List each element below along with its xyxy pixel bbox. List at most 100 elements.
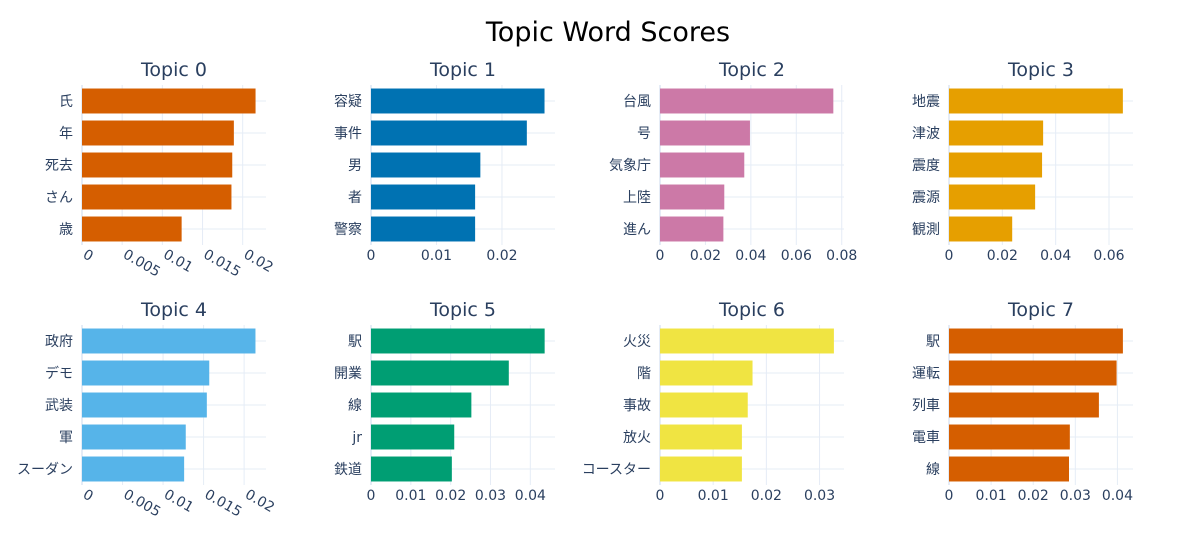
bar: [949, 120, 1044, 146]
category-label: 電車: [912, 429, 940, 446]
bar: [371, 120, 527, 146]
bar: [660, 328, 834, 354]
bar: [82, 88, 256, 114]
bar: [660, 424, 742, 450]
category-label: 年: [59, 126, 73, 142]
bar: [82, 120, 234, 146]
category-label: 震源: [912, 190, 940, 206]
category-label: スーダン: [17, 462, 73, 478]
x-tick-label: 0: [80, 487, 96, 505]
category-label: 号: [637, 126, 651, 142]
bar: [82, 184, 232, 210]
category-label: 気象庁: [609, 158, 651, 174]
subplot-title: Topic 6: [718, 299, 785, 321]
category-label: さん: [45, 190, 73, 206]
figure-title: Topic Word Scores: [485, 17, 730, 48]
category-label: 駅: [926, 334, 940, 350]
bar: [949, 88, 1123, 114]
category-label: 津波: [912, 126, 940, 142]
category-label: 容疑: [334, 93, 362, 110]
x-tick-label: 0.01: [160, 247, 195, 276]
category-label: 鉄道: [334, 462, 362, 478]
bar: [660, 392, 748, 418]
bar: [371, 424, 455, 450]
category-label: 地震: [912, 94, 940, 110]
x-tick-label: 0.02: [987, 248, 1018, 264]
x-tick-label: 0.01: [976, 488, 1007, 504]
category-label: 開業: [334, 366, 362, 382]
x-tick-label: 0.01: [421, 248, 452, 264]
subplot-title: Topic 1: [429, 59, 496, 81]
category-label: デモ: [45, 365, 73, 382]
bar: [660, 88, 834, 114]
bar: [949, 328, 1123, 354]
category-label: 放火: [623, 430, 651, 446]
bar: [949, 392, 1099, 418]
category-label: 駅: [348, 334, 362, 350]
x-tick-label: 0.02: [435, 488, 466, 504]
bar: [371, 328, 545, 354]
subplot-title: Topic 4: [140, 299, 207, 321]
bar: [660, 360, 753, 386]
x-tick-label: 0: [367, 248, 376, 264]
x-tick-label: 0.015: [202, 487, 245, 521]
x-tick-label: 0.02: [242, 487, 277, 516]
category-label: 武装: [45, 398, 73, 414]
bar: [371, 88, 545, 114]
category-label: 線: [348, 398, 362, 414]
category-label: 台風: [623, 94, 651, 110]
bar: [660, 152, 745, 178]
x-tick-label: 0.06: [1093, 248, 1124, 264]
bar: [371, 360, 509, 386]
bar: [949, 184, 1036, 210]
category-label: 氏: [59, 94, 73, 110]
category-label: 進ん: [623, 222, 651, 238]
bar: [82, 152, 233, 178]
bar: [949, 152, 1043, 178]
x-tick-label: 0.005: [121, 487, 164, 521]
category-label: 事故: [623, 398, 651, 414]
category-label: 事件: [334, 126, 362, 142]
x-tick-label: 0.01: [395, 488, 426, 504]
category-label: コースター: [582, 462, 651, 478]
x-tick-label: 0.02: [1018, 488, 1049, 504]
bar: [82, 456, 185, 482]
bar: [949, 360, 1117, 386]
category-label: 運転: [912, 366, 940, 382]
category-label: 軍: [59, 430, 73, 446]
x-tick-label: 0: [945, 488, 954, 504]
subplot-title: Topic 2: [718, 59, 785, 81]
category-label: 震度: [912, 158, 940, 174]
x-tick-label: 0.02: [241, 247, 276, 276]
x-tick-label: 0: [367, 488, 376, 504]
x-tick-label: 0.03: [804, 488, 835, 504]
bar: [949, 424, 1070, 450]
bar: [371, 392, 472, 418]
bar: [660, 120, 750, 146]
x-tick-label: 0.015: [201, 247, 244, 281]
x-tick-label: 0: [80, 247, 96, 265]
bar: [660, 184, 725, 210]
bar: [660, 216, 724, 242]
x-tick-label: 0.01: [161, 487, 196, 516]
bar: [949, 456, 1069, 482]
category-label: 歳: [59, 222, 73, 238]
category-label: 政府: [45, 334, 73, 350]
category-label: 火災: [623, 334, 651, 350]
x-tick-label: 0.03: [1060, 488, 1091, 504]
bar: [660, 456, 742, 482]
category-label: 死去: [45, 158, 73, 174]
category-label: 観測: [912, 221, 940, 238]
category-label: jr: [351, 430, 362, 446]
x-tick-label: 0: [656, 488, 665, 504]
category-label: 列車: [912, 397, 940, 414]
x-tick-label: 0.06: [781, 248, 812, 264]
